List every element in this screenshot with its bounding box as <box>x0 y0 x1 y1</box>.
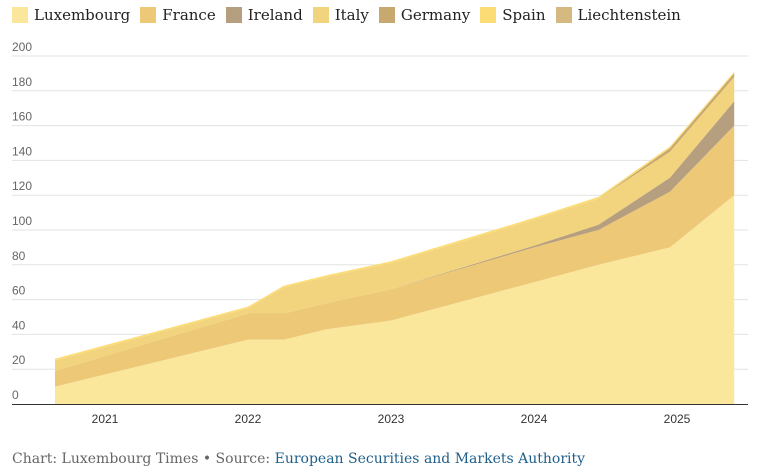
legend-item-ireland: Ireland <box>225 6 303 24</box>
legend-swatch <box>225 7 242 23</box>
y-tick-label: 40 <box>12 318 26 332</box>
legend-swatch <box>140 7 157 23</box>
legend-label: Germany <box>400 6 471 24</box>
x-tick-label: 2024 <box>521 412 548 426</box>
y-tick-label: 180 <box>12 75 32 89</box>
legend-item-luxembourg: Luxembourg <box>12 6 130 24</box>
y-tick-label: 20 <box>12 353 26 367</box>
chart-legend: Luxembourg France Ireland Italy Germany Spain… <box>12 6 691 24</box>
legend-label: Liechtenstein <box>577 6 681 24</box>
footer-credit: Chart: Luxembourg Times • Source: <box>12 451 275 467</box>
legend-swatch <box>312 7 329 23</box>
y-tick-label: 60 <box>12 284 26 298</box>
y-tick-label: 120 <box>12 179 32 193</box>
legend-swatch <box>12 7 28 23</box>
y-tick-label: 200 <box>12 40 32 54</box>
legend-swatch <box>480 7 497 23</box>
area-france <box>55 125 735 387</box>
y-tick-label: 160 <box>12 110 32 124</box>
x-tick-label: 2023 <box>378 412 405 426</box>
legend-label: Spain <box>502 6 546 24</box>
x-tick-label: 2022 <box>235 412 262 426</box>
legend-item-spain: Spain <box>480 6 546 24</box>
y-tick-label: 80 <box>12 249 26 263</box>
y-tick-label: 140 <box>12 144 32 158</box>
legend-item-germany: Germany <box>378 6 471 24</box>
legend-label: Luxembourg <box>34 6 131 24</box>
area-italy <box>55 76 735 371</box>
legend-label: Italy <box>334 6 369 24</box>
y-tick-label: 0 <box>12 388 19 402</box>
legend-item-france: France <box>140 6 216 24</box>
legend-swatch <box>378 7 395 23</box>
legend-item-italy: Italy <box>312 6 369 24</box>
legend-item-liechtenstein: Liechtenstein <box>555 6 681 24</box>
area-chart: 0 20 40 60 80 100 120 140 160 180 200 2021 2022 2023… <box>12 40 748 426</box>
legend-swatch <box>555 7 572 23</box>
area-luxembourg <box>55 195 735 404</box>
legend-label: Ireland <box>247 6 303 24</box>
x-tick-label: 2025 <box>664 412 691 426</box>
source-link[interactable]: European Securities and Markets Authorit… <box>274 451 586 467</box>
legend-label: France <box>162 6 216 24</box>
chart-footer: Chart: Luxembourg Times • Source: Europe… <box>12 451 585 467</box>
x-tick-label: 2021 <box>92 412 119 426</box>
y-tick-label: 100 <box>12 214 32 228</box>
